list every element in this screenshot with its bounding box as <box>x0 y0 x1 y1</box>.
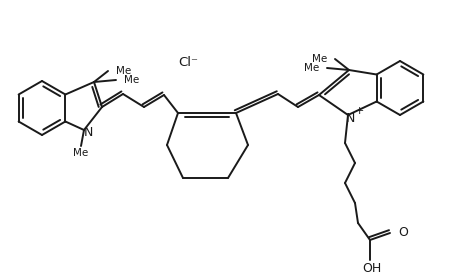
Text: N: N <box>345 111 354 125</box>
Text: Me: Me <box>116 66 131 76</box>
Text: OH: OH <box>362 262 381 274</box>
Text: +: + <box>353 106 363 116</box>
Text: Me: Me <box>303 63 318 73</box>
Text: Cl⁻: Cl⁻ <box>178 56 197 70</box>
Text: Me: Me <box>124 75 139 85</box>
Text: Me: Me <box>311 54 326 64</box>
Text: Me: Me <box>73 148 89 158</box>
Text: N: N <box>83 125 92 138</box>
Text: O: O <box>397 227 407 240</box>
